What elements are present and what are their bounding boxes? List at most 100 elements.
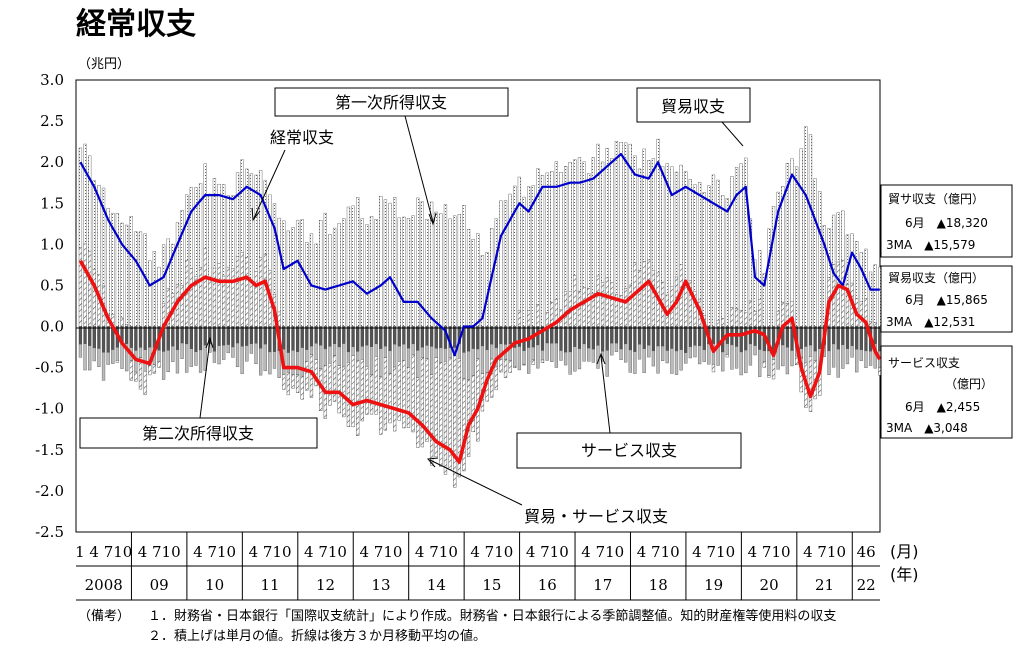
bar-secondary-income [661,326,665,347]
bar-services [656,345,660,374]
bar-secondary-income [508,326,512,345]
bar-trade [369,374,374,415]
x-year-label: 21 [815,576,834,594]
bar-trade [610,282,614,327]
bar-trade [420,357,424,448]
bar-services [448,347,452,359]
bar-secondary-income [249,326,254,344]
bar-trade [332,355,337,402]
callout-services: サービス収支 [581,441,677,460]
bar-secondary-income [647,326,651,346]
notes-line-1: １．財務省・日本銀行「国際収支統計」により作成。財務省・日本銀行による季節調整値… [148,608,836,624]
bar-primary-income [175,222,180,285]
bar-services [577,348,582,370]
bar-services [88,345,92,371]
bar-primary-income [448,218,452,327]
bar-trade [762,361,766,368]
bar-trade [540,359,545,363]
bar-services [513,347,517,367]
bar-secondary-income [369,326,374,347]
bar-secondary-income [637,326,642,345]
bar-secondary-income [748,326,753,345]
stacked-bars [78,126,882,488]
side-panel-services [880,345,1013,439]
bar-primary-income [203,163,207,249]
bar-services [684,352,688,364]
bar-services [665,350,669,364]
bar-secondary-income [425,326,429,346]
bar-services [245,345,249,362]
notes-line-2: ２．積上げは単月の値。折線は後方３か月移動平均の値。 [148,628,486,644]
bar-primary-income [263,180,267,255]
bar-secondary-income [605,326,609,351]
bar-primary-income [693,184,697,292]
bar-services [138,347,143,358]
bar-trade [605,277,609,327]
bar-services [101,352,106,381]
bar-services [166,350,170,372]
bar-primary-income [767,228,771,327]
bar-secondary-income [439,326,443,348]
bar-services [106,352,110,365]
bar-secondary-income [628,326,632,351]
bar-secondary-income [480,326,485,347]
bar-secondary-income [550,326,554,344]
bar-trade [282,374,286,390]
bar-services [374,343,378,357]
bar-trade [365,366,369,415]
bar-secondary-income [596,326,600,346]
bar-services [619,348,623,360]
bar-primary-income [259,170,263,259]
bar-primary-income [476,233,480,327]
bar-secondary-income [568,326,572,353]
bar-primary-income [152,251,156,327]
bar-secondary-income [282,326,286,350]
bar-trade [628,284,632,327]
bar-trade [92,268,96,327]
bar-trade [393,366,397,432]
bar-primary-income [309,233,314,327]
bar-primary-income [859,252,863,302]
side-panel-3-title: サービス収支 [888,356,960,370]
bar-secondary-income [148,326,152,348]
bar-services [614,342,619,353]
side-panel-2-row2: 3MA ▲12,531 [886,315,975,329]
bar-primary-income [790,158,794,302]
bar-services [203,345,207,371]
bar-secondary-income [332,326,337,345]
bar-trade [351,355,355,428]
arrowhead-secondary-income [205,336,214,349]
bar-primary-income [836,212,840,263]
bar-trade [758,299,762,327]
bar-trade [249,280,254,327]
bar-primary-income [795,166,799,327]
bar-trade [730,307,734,327]
bar-trade [152,364,156,374]
bar-primary-income [697,182,702,300]
bar-secondary-income [83,326,87,344]
bar-trade [651,270,656,327]
bar-primary-income [101,187,106,287]
bar-primary-income [171,243,175,294]
bar-primary-income [88,155,92,252]
bar-trade [291,374,295,389]
bar-services [827,350,831,375]
bar-services [332,343,337,356]
bar-services [540,350,545,361]
bar-primary-income [106,208,110,315]
bar-trade [739,309,743,327]
bar-secondary-income [808,326,813,346]
bar-primary-income [356,197,360,327]
bar-trade [582,287,586,327]
bar-primary-income [688,179,692,281]
bar-primary-income [439,213,443,327]
bar-primary-income [453,215,457,327]
x-month-ticks: 4 710 [637,543,680,561]
bar-secondary-income [827,326,831,352]
bar-trade [235,256,240,327]
bar-trade [120,317,124,327]
bar-secondary-income [684,326,688,353]
bar-primary-income [771,206,776,327]
bar-primary-income [637,168,642,271]
bar-services [642,348,646,373]
